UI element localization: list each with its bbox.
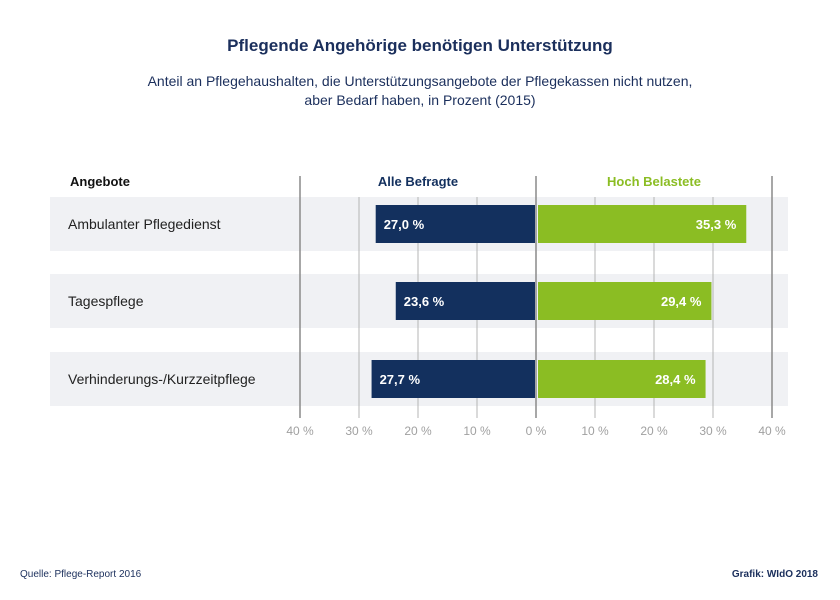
subtitle-line-1: Anteil an Pflegehaushalten, die Unterstü… — [147, 73, 693, 89]
legend-alle-befragte: Alle Befragte — [378, 174, 458, 189]
tick-label-5: 10 % — [581, 424, 609, 438]
category-header: Angebote — [70, 174, 130, 189]
graphic-credit: Grafik: WIdO 2018 — [731, 569, 818, 580]
data-label-alle-befragte-2: 23,6 % — [404, 294, 445, 309]
tick-label-2: 20 % — [404, 424, 432, 438]
subtitle-line-2: aber Bedarf haben, in Prozent (2015) — [304, 92, 536, 108]
data-label-hoch-belastete-2: 29,4 % — [661, 294, 702, 309]
tick-label-1: 30 % — [345, 424, 373, 438]
category-label-1: Ambulanter Pflegedienst — [68, 216, 221, 232]
data-label-hoch-belastete-1: 35,3 % — [696, 217, 737, 232]
chart-title: Pflegende Angehörige benötigen Unterstüt… — [227, 36, 613, 55]
legend-hoch-belastete: Hoch Belastete — [607, 174, 701, 189]
category-label-2: Tagespflege — [68, 293, 144, 309]
chart-subtitle: Anteil an Pflegehaushalten, die Unterstü… — [120, 72, 720, 110]
bar-hoch-belastete-2 — [538, 282, 712, 320]
bar-alle-befragte-1 — [375, 205, 535, 243]
source-note: Quelle: Pflege-Report 2016 — [20, 569, 142, 580]
data-label-alle-befragte-1: 27,0 % — [384, 217, 425, 232]
bar-hoch-belastete-1 — [538, 205, 747, 243]
tick-label-6: 20 % — [640, 424, 668, 438]
tick-label-3: 10 % — [463, 424, 491, 438]
bar-alle-befragte-2 — [395, 282, 535, 320]
tick-label-0: 40 % — [286, 424, 314, 438]
tick-label-4: 0 % — [526, 424, 547, 438]
data-label-hoch-belastete-3: 28,4 % — [655, 372, 696, 387]
category-label-3: Verhinderungs-/Kurzzeitpflege — [68, 371, 256, 387]
bar-alle-befragte-3 — [371, 360, 535, 398]
tick-label-7: 30 % — [699, 424, 727, 438]
tick-label-8: 40 % — [758, 424, 786, 438]
bar-hoch-belastete-3 — [538, 360, 706, 398]
data-label-alle-befragte-3: 27,7 % — [380, 372, 421, 387]
